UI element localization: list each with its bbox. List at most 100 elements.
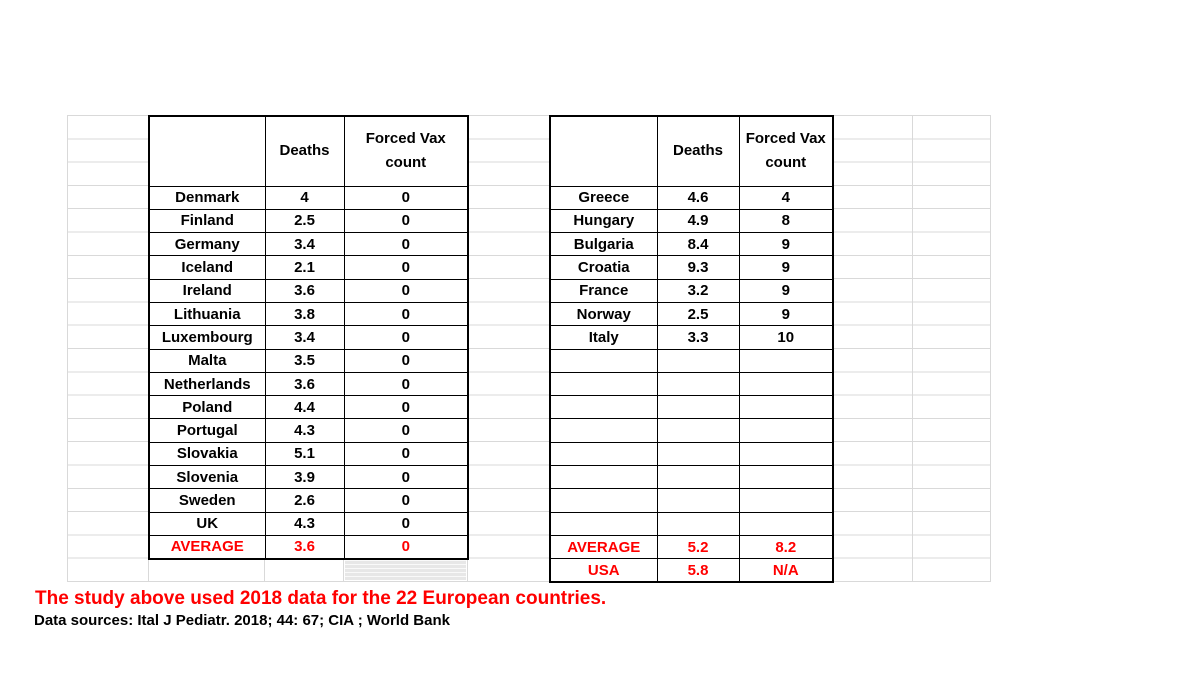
forced-vax-count-cell[interactable]: 8 [738,208,834,234]
forced-vax-count-cell[interactable] [738,348,834,373]
deaths-cell[interactable]: 3.3 [656,325,740,350]
deaths-cell[interactable]: 5.1 [264,441,345,467]
deaths-cell[interactable]: 2.1 [264,255,345,280]
deaths-cell[interactable] [656,395,740,420]
forced-vax-count-cell[interactable]: 8.2 [738,534,834,560]
forced-vax-count-cell[interactable]: 0 [343,255,469,280]
deaths-cell[interactable]: 2.5 [656,301,740,327]
forced-vax-count-cell[interactable]: 0 [343,348,469,373]
country-cell[interactable] [549,348,658,373]
deaths-cell[interactable]: 3.5 [264,348,345,373]
forced-vax-count-cell[interactable] [738,488,834,513]
forced-vax-count-cell[interactable]: 0 [343,488,469,513]
country-cell[interactable]: Italy [549,325,658,350]
deaths-header-cell[interactable]: Deaths [656,115,740,187]
deaths-cell[interactable] [656,418,740,443]
forced-vax-count-cell[interactable]: 9 [738,232,834,257]
forced-vax-count-cell[interactable]: 10 [738,325,834,350]
deaths-cell[interactable]: 3.6 [264,278,345,303]
country-cell[interactable]: Slovenia [148,465,266,490]
country-header-cell[interactable] [148,115,266,187]
country-cell[interactable]: Luxembourg [148,325,266,350]
deaths-cell[interactable] [656,371,740,397]
country-cell[interactable]: Iceland [148,255,266,280]
country-cell[interactable]: Portugal [148,418,266,443]
country-cell[interactable] [549,488,658,513]
forced-vax-count-cell[interactable]: 0 [343,534,469,560]
country-cell[interactable]: France [549,278,658,303]
deaths-cell[interactable] [656,488,740,513]
country-cell[interactable]: Sweden [148,488,266,513]
country-cell[interactable]: Norway [549,301,658,327]
deaths-cell[interactable]: 4.9 [656,208,740,234]
deaths-cell[interactable]: 5.2 [656,534,740,560]
country-cell[interactable]: Bulgaria [549,232,658,257]
country-cell[interactable]: AVERAGE [549,534,658,560]
forced-vax-count-cell[interactable] [738,441,834,467]
country-cell[interactable]: Finland [148,208,266,234]
deaths-cell[interactable]: 9.3 [656,255,740,280]
deaths-cell[interactable]: 4.3 [264,418,345,443]
forced-vax-count-cell[interactable] [738,465,834,490]
deaths-cell[interactable]: 3.4 [264,325,345,350]
country-cell[interactable]: Netherlands [148,371,266,397]
deaths-cell[interactable]: 3.4 [264,232,345,257]
deaths-cell[interactable]: 2.6 [264,488,345,513]
forced-vax-count-cell[interactable]: 0 [343,441,469,467]
forced-vax-count-cell[interactable]: 0 [343,511,469,536]
deaths-cell[interactable]: 4 [264,185,345,210]
country-cell[interactable]: Croatia [549,255,658,280]
country-cell[interactable]: Denmark [148,185,266,210]
country-cell[interactable]: USA [549,558,658,583]
deaths-cell[interactable]: 3.8 [264,301,345,327]
country-cell[interactable]: UK [148,511,266,536]
deaths-cell[interactable] [656,511,740,536]
deaths-cell[interactable] [656,441,740,467]
country-cell[interactable]: Malta [148,348,266,373]
forced-vax-count-cell[interactable] [738,395,834,420]
forced-vax-count-cell[interactable]: 0 [343,465,469,490]
forced-vax-count-cell[interactable]: 0 [343,185,469,210]
country-cell[interactable] [549,465,658,490]
deaths-cell[interactable]: 8.4 [656,232,740,257]
forced-vax-count-cell[interactable]: 0 [343,325,469,350]
deaths-cell[interactable]: 3.6 [264,534,345,560]
country-cell[interactable] [549,418,658,443]
deaths-cell[interactable]: 4.4 [264,395,345,420]
deaths-cell[interactable]: 3.6 [264,371,345,397]
deaths-cell[interactable]: 3.2 [656,278,740,303]
shaded-cell[interactable] [345,560,466,580]
forced-vax-count-cell[interactable] [738,418,834,443]
forced-vax-count-header-cell[interactable]: Forced Vax count [343,115,469,187]
forced-vax-count-cell[interactable]: 0 [343,208,469,234]
forced-vax-count-cell[interactable]: N/A [738,558,834,583]
country-cell[interactable] [549,441,658,467]
deaths-cell[interactable]: 5.8 [656,558,740,583]
deaths-cell[interactable] [656,348,740,373]
deaths-cell[interactable]: 3.9 [264,465,345,490]
deaths-header-cell[interactable]: Deaths [264,115,345,187]
forced-vax-count-cell[interactable] [738,371,834,397]
country-cell[interactable]: Greece [549,185,658,210]
deaths-cell[interactable]: 2.5 [264,208,345,234]
country-cell[interactable]: Slovakia [148,441,266,467]
deaths-cell[interactable]: 4.3 [264,511,345,536]
forced-vax-count-cell[interactable]: 0 [343,418,469,443]
forced-vax-count-cell[interactable]: 4 [738,185,834,210]
forced-vax-count-cell[interactable]: 0 [343,278,469,303]
country-cell[interactable] [549,511,658,536]
forced-vax-count-cell[interactable]: 9 [738,301,834,327]
country-cell[interactable]: AVERAGE [148,534,266,560]
country-cell[interactable]: Poland [148,395,266,420]
forced-vax-count-cell[interactable]: 0 [343,301,469,327]
forced-vax-count-cell[interactable]: 0 [343,232,469,257]
country-cell[interactable]: Hungary [549,208,658,234]
country-cell[interactable] [549,371,658,397]
forced-vax-count-cell[interactable] [738,511,834,536]
forced-vax-count-cell[interactable]: 9 [738,255,834,280]
country-header-cell[interactable] [549,115,658,187]
forced-vax-count-cell[interactable]: 0 [343,371,469,397]
deaths-cell[interactable]: 4.6 [656,185,740,210]
country-cell[interactable]: Lithuania [148,301,266,327]
forced-vax-count-cell[interactable]: 9 [738,278,834,303]
